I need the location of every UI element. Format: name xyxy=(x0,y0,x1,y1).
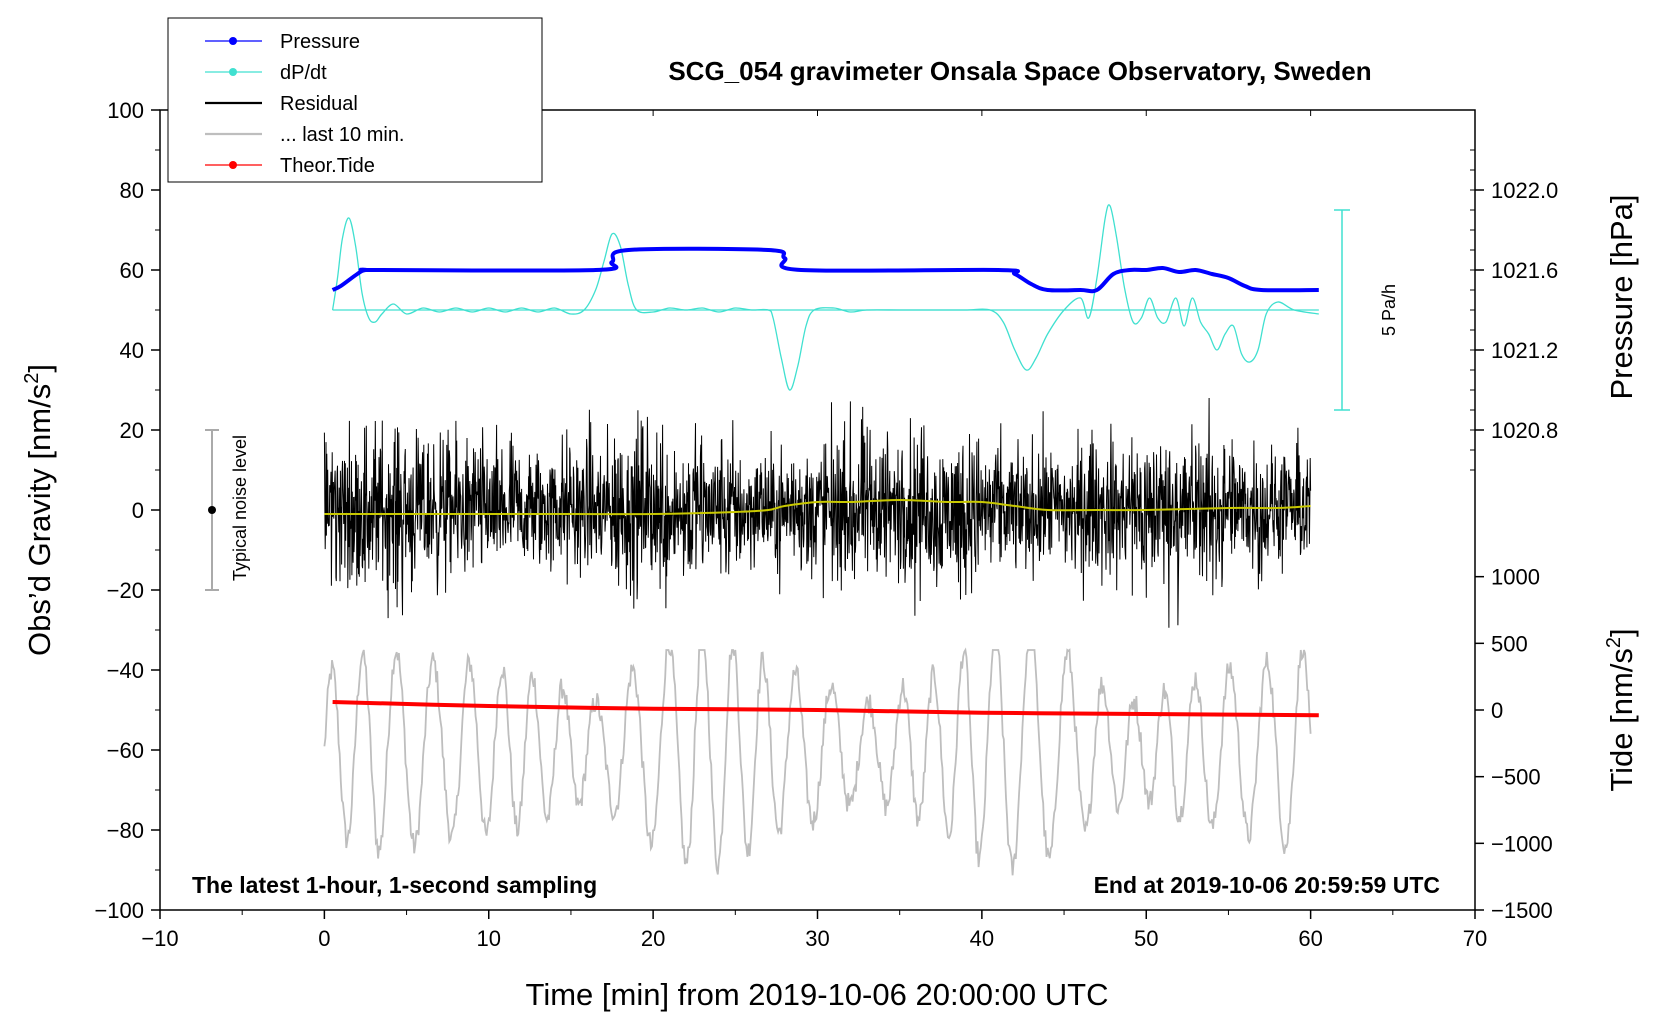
y-tick-label: −40 xyxy=(107,658,144,683)
y-tick-label: 100 xyxy=(107,98,144,123)
x-axis-title: Time [min] from 2019-10-06 20:00:00 UTC xyxy=(526,977,1109,1012)
y-tick-label: 60 xyxy=(120,258,144,283)
note-left: The latest 1-hour, 1-second sampling xyxy=(192,872,597,898)
legend-label: ... last 10 min. xyxy=(280,124,405,146)
chart-title: SCG_054 gravimeter Onsala Space Observat… xyxy=(668,56,1371,86)
pressure-series xyxy=(331,246,1319,294)
legend-box xyxy=(167,17,543,183)
tide-axis-title-end: ] xyxy=(1604,628,1639,637)
left-y-axis-ticks: −100 −80 −60 −40 −20 0 20 40 60 80 100 xyxy=(94,98,160,923)
legend-swatch-dot xyxy=(229,37,237,45)
tide-tick-label: 0 xyxy=(1491,698,1503,723)
left-y-axis-title-sup: 2 xyxy=(21,373,43,384)
legend-label: Residual xyxy=(280,93,358,115)
x-tick-label: 70 xyxy=(1463,926,1487,951)
pressure-tick-label: 1021.6 xyxy=(1491,258,1558,283)
tide-axis-ticks: −1500 −1000 −500 0 500 1000 xyxy=(1475,565,1553,923)
pressure-line xyxy=(331,246,1319,294)
y-tick-label: −60 xyxy=(107,738,144,763)
x-tick-label: 10 xyxy=(477,926,501,951)
x-tick-label: 50 xyxy=(1134,926,1158,951)
tide-line xyxy=(332,700,1319,718)
noise-bar-label: Typical noise level xyxy=(230,435,250,581)
tide-tick-label: −1500 xyxy=(1491,898,1553,923)
pressure-tick-label: 1021.2 xyxy=(1491,338,1558,363)
pressure-tick-label: 1020.8 xyxy=(1491,418,1558,443)
x-tick-label: −10 xyxy=(141,926,178,951)
residual-line xyxy=(323,397,1312,628)
last-10-min-series xyxy=(323,647,1312,876)
y-tick-label: 40 xyxy=(120,338,144,363)
tide-tick-label: 1000 xyxy=(1491,565,1540,590)
tide-tick-label: −1000 xyxy=(1491,831,1553,856)
legend-label: dP/dt xyxy=(280,62,327,84)
tide-tick-label: 500 xyxy=(1491,631,1528,656)
x-axis-ticks: −10 0 10 20 30 40 50 60 70 xyxy=(141,110,1487,951)
y-tick-label: 20 xyxy=(120,418,144,443)
left-y-axis-title-main: Obs’d Gravity [nm/s xyxy=(22,384,57,656)
pressure-axis-title: Pressure [hPa] xyxy=(1604,194,1639,399)
noise-bar-center-dot xyxy=(208,506,216,514)
x-tick-label: 40 xyxy=(970,926,994,951)
x-tick-label: 0 xyxy=(318,926,330,951)
tide-tick-label: −500 xyxy=(1491,765,1541,790)
left-y-axis-title-end: ] xyxy=(22,364,57,373)
dpdt-series xyxy=(331,204,1319,391)
noise-level-indicator: Typical noise level xyxy=(205,429,250,591)
legend-swatch-dot xyxy=(229,68,237,76)
y-tick-label: −80 xyxy=(107,818,144,843)
x-tick-label: 20 xyxy=(641,926,665,951)
tide-axis-title-sup: 2 xyxy=(1603,637,1625,648)
x-tick-label: 30 xyxy=(805,926,829,951)
y-tick-label: −100 xyxy=(94,898,144,923)
theoretical-tide-series xyxy=(332,700,1319,718)
legend-swatch-dot xyxy=(229,161,237,169)
legend: Pressure dP/dt Residual ... last 10 min. The… xyxy=(167,17,543,183)
x-tick-label: 60 xyxy=(1298,926,1322,951)
rate-bar-label: 5 Pa/h xyxy=(1379,284,1399,336)
rate-scale-indicator: 5 Pa/h xyxy=(1334,209,1399,411)
y-tick-label: −20 xyxy=(107,578,144,603)
tide-axis-title: Tide [nm/s2] xyxy=(1603,628,1639,791)
residual-series xyxy=(323,397,1312,628)
last-10-min-line xyxy=(323,647,1312,876)
dpdt-line xyxy=(331,204,1319,391)
tide-axis-title-main: Tide [nm/s xyxy=(1604,648,1639,792)
pressure-tick-label: 1022.0 xyxy=(1491,178,1558,203)
legend-label: Pressure xyxy=(280,31,360,53)
residual-smoothed-series xyxy=(324,498,1311,516)
note-right: End at 2019-10-06 20:59:59 UTC xyxy=(1094,872,1440,898)
y-tick-label: 0 xyxy=(132,498,144,523)
y-tick-label: 80 xyxy=(120,178,144,203)
residual-smoothed-line xyxy=(324,498,1311,516)
pressure-axis-ticks: 1020.8 1021.2 1021.6 1022.0 xyxy=(1470,149,1558,471)
legend-label: Theor.Tide xyxy=(280,155,375,177)
left-y-axis-title: Obs’d Gravity [nm/s2] xyxy=(21,364,57,656)
